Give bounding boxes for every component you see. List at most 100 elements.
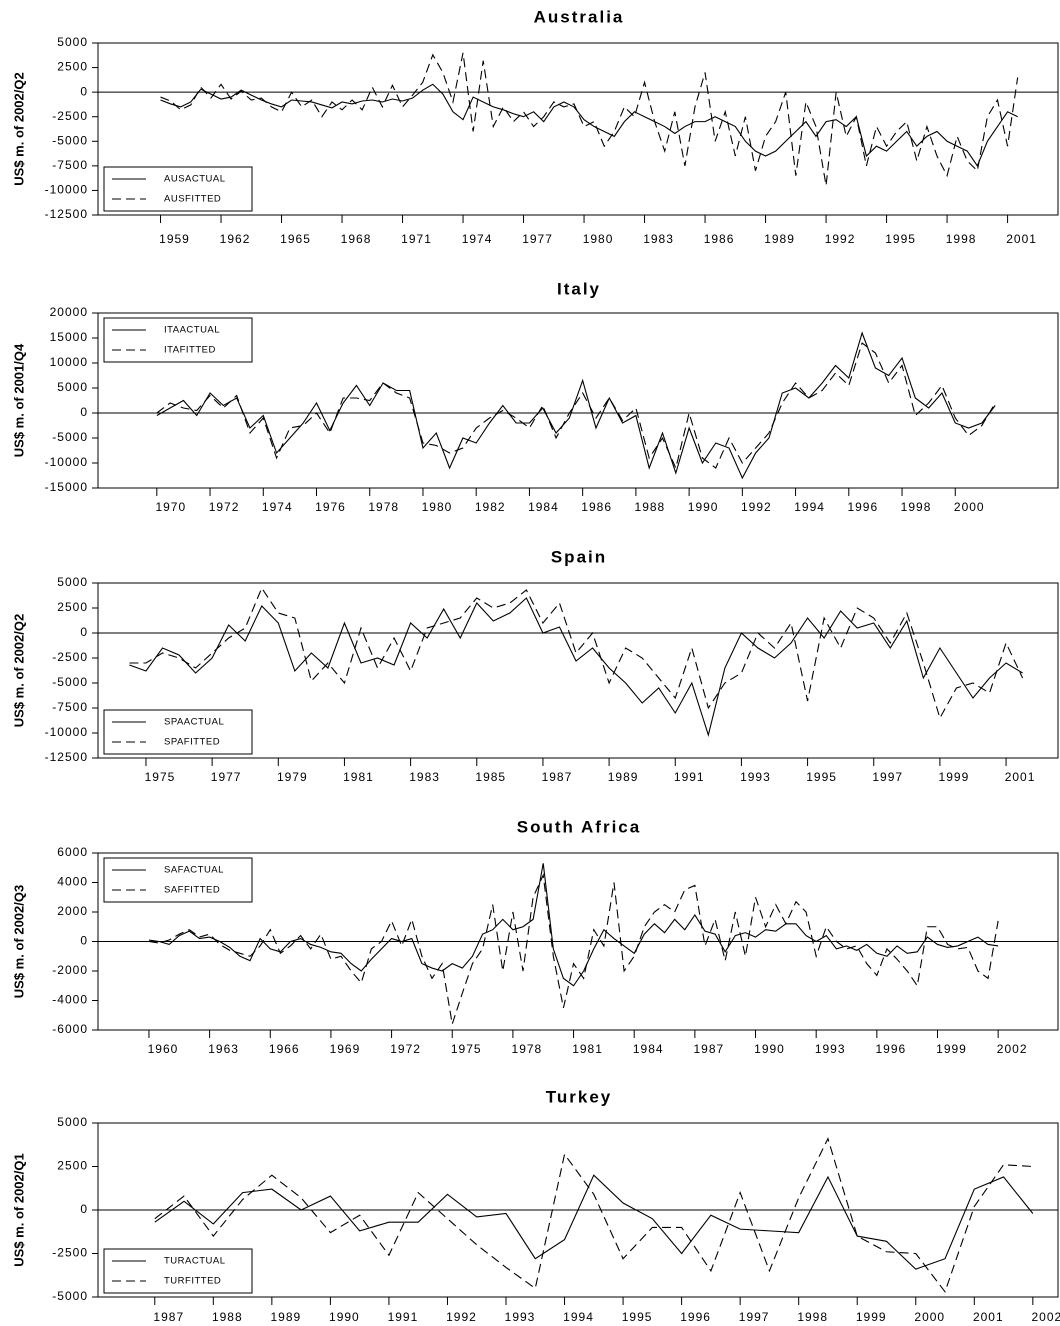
x-tick-label: 1987: [694, 1042, 725, 1056]
y-tick-label: 6000: [57, 845, 88, 859]
y-tick-label: 0: [80, 625, 88, 639]
y-tick-label: -10000: [45, 183, 88, 197]
chart-title: Australia: [534, 7, 625, 26]
y-tick-label: 20000: [50, 305, 88, 319]
legend-label: TURFITTED: [164, 1276, 221, 1287]
x-tick-label: 1989: [608, 770, 639, 784]
x-tick-label: 1963: [208, 1042, 239, 1056]
plot-frame: [97, 312, 1059, 489]
x-tick-label: 1997: [739, 1310, 770, 1324]
x-tick-label: 1977: [522, 232, 553, 246]
x-tick-label: 1978: [368, 500, 399, 514]
x-tick-label: 1999: [856, 1310, 887, 1324]
x-tick-label: 1997: [872, 770, 903, 784]
x-tick-label: 1969: [330, 1042, 361, 1056]
series-line: [156, 331, 996, 480]
x-tick-label: 1985: [475, 770, 506, 784]
x-tick-label: 2002: [997, 1042, 1028, 1056]
x-tick-label: 1982: [475, 500, 506, 514]
x-tick-label: 1995: [622, 1310, 653, 1324]
legend-label: SAFACTUAL: [164, 865, 224, 876]
x-tick-label: 1974: [462, 232, 493, 246]
x-tick-label: 1979: [277, 770, 308, 784]
x-tick-label: 1966: [269, 1042, 300, 1056]
y-tick-label: -7500: [52, 158, 88, 172]
y-tick-label: -2500: [52, 109, 88, 123]
y-tick-label: 2500: [57, 600, 88, 614]
y-tick-label: 5000: [57, 35, 88, 49]
series-line: [129, 597, 1023, 738]
x-tick-label: 1993: [505, 1310, 536, 1324]
x-tick-label: 2002: [1031, 1310, 1060, 1324]
y-tick-label: -5000: [52, 430, 88, 444]
legend-label: SAFFITTED: [164, 885, 220, 896]
x-tick-label: 1987: [153, 1310, 184, 1324]
y-tick-label: 5000: [57, 575, 88, 589]
x-tick-label: 1971: [401, 232, 432, 246]
x-tick-label: 1996: [680, 1310, 711, 1324]
legend-label: SPAACTUAL: [164, 717, 224, 728]
x-tick-label: 1992: [741, 500, 772, 514]
legend-box: [103, 857, 253, 903]
y-tick-label: 2500: [57, 60, 88, 74]
x-tick-label: 1999: [939, 770, 970, 784]
x-tick-label: 1990: [329, 1310, 360, 1324]
x-tick-label: 1968: [341, 232, 372, 246]
x-tick-label: 1996: [875, 1042, 906, 1056]
y-tick-label: 2000: [57, 904, 88, 918]
x-tick-label: 1977: [211, 770, 242, 784]
x-tick-label: 1993: [740, 770, 771, 784]
x-tick-label: 1981: [572, 1042, 603, 1056]
y-tick-label: -2500: [52, 1246, 88, 1260]
x-tick-label: 1995: [885, 232, 916, 246]
y-tick-label: 10000: [50, 355, 88, 369]
legend-box: [103, 709, 253, 755]
y-tick-label: 0: [80, 84, 88, 98]
series-line: [160, 52, 1019, 186]
x-tick-label: 1990: [688, 500, 719, 514]
x-tick-label: 1975: [145, 770, 176, 784]
x-tick-label: 1990: [754, 1042, 785, 1056]
plot-frame: [97, 582, 1059, 759]
x-tick-label: 1974: [262, 500, 293, 514]
y-tick-label: 0: [80, 405, 88, 419]
y-axis-label: US$ m. of 2002/Q2: [11, 72, 26, 185]
x-tick-label: 2001: [973, 1310, 1004, 1324]
y-tick-label: -12500: [45, 207, 88, 221]
y-axis-label: US$ m. of 2002/Q1: [11, 1153, 26, 1266]
legend-box: [103, 1248, 253, 1294]
x-tick-label: 1984: [633, 1042, 664, 1056]
chart-title: South Africa: [517, 817, 641, 836]
x-tick-label: 1992: [446, 1310, 477, 1324]
y-tick-label: 5000: [57, 380, 88, 394]
x-tick-label: 1988: [635, 500, 666, 514]
legend-label: ITAFITTED: [164, 345, 216, 356]
y-tick-label: -5000: [52, 133, 88, 147]
series-line: [160, 83, 1018, 168]
y-tick-label: -2500: [52, 650, 88, 664]
legend-label: SPAFITTED: [164, 737, 220, 748]
x-tick-label: 1987: [542, 770, 573, 784]
x-tick-label: 1972: [209, 500, 240, 514]
legend-box: [103, 166, 253, 212]
x-tick-label: 1959: [159, 232, 190, 246]
y-tick-label: -6000: [52, 1022, 88, 1036]
x-tick-label: 2001: [1006, 232, 1037, 246]
x-tick-label: 1976: [315, 500, 346, 514]
series-line: [156, 342, 996, 470]
y-tick-label: -4000: [52, 993, 88, 1007]
y-tick-label: -7500: [52, 700, 88, 714]
x-tick-label: 1975: [451, 1042, 482, 1056]
x-tick-label: 1965: [280, 232, 311, 246]
y-tick-label: -5000: [52, 1289, 88, 1303]
y-tick-label: 0: [80, 934, 88, 948]
x-tick-label: 1998: [901, 500, 932, 514]
y-tick-label: -2000: [52, 963, 88, 977]
y-tick-label: 5000: [57, 1115, 88, 1129]
legend-box: [103, 317, 253, 363]
x-tick-label: 1989: [764, 232, 795, 246]
x-tick-label: 1983: [409, 770, 440, 784]
x-tick-label: 1962: [220, 232, 251, 246]
x-tick-label: 1998: [946, 232, 977, 246]
